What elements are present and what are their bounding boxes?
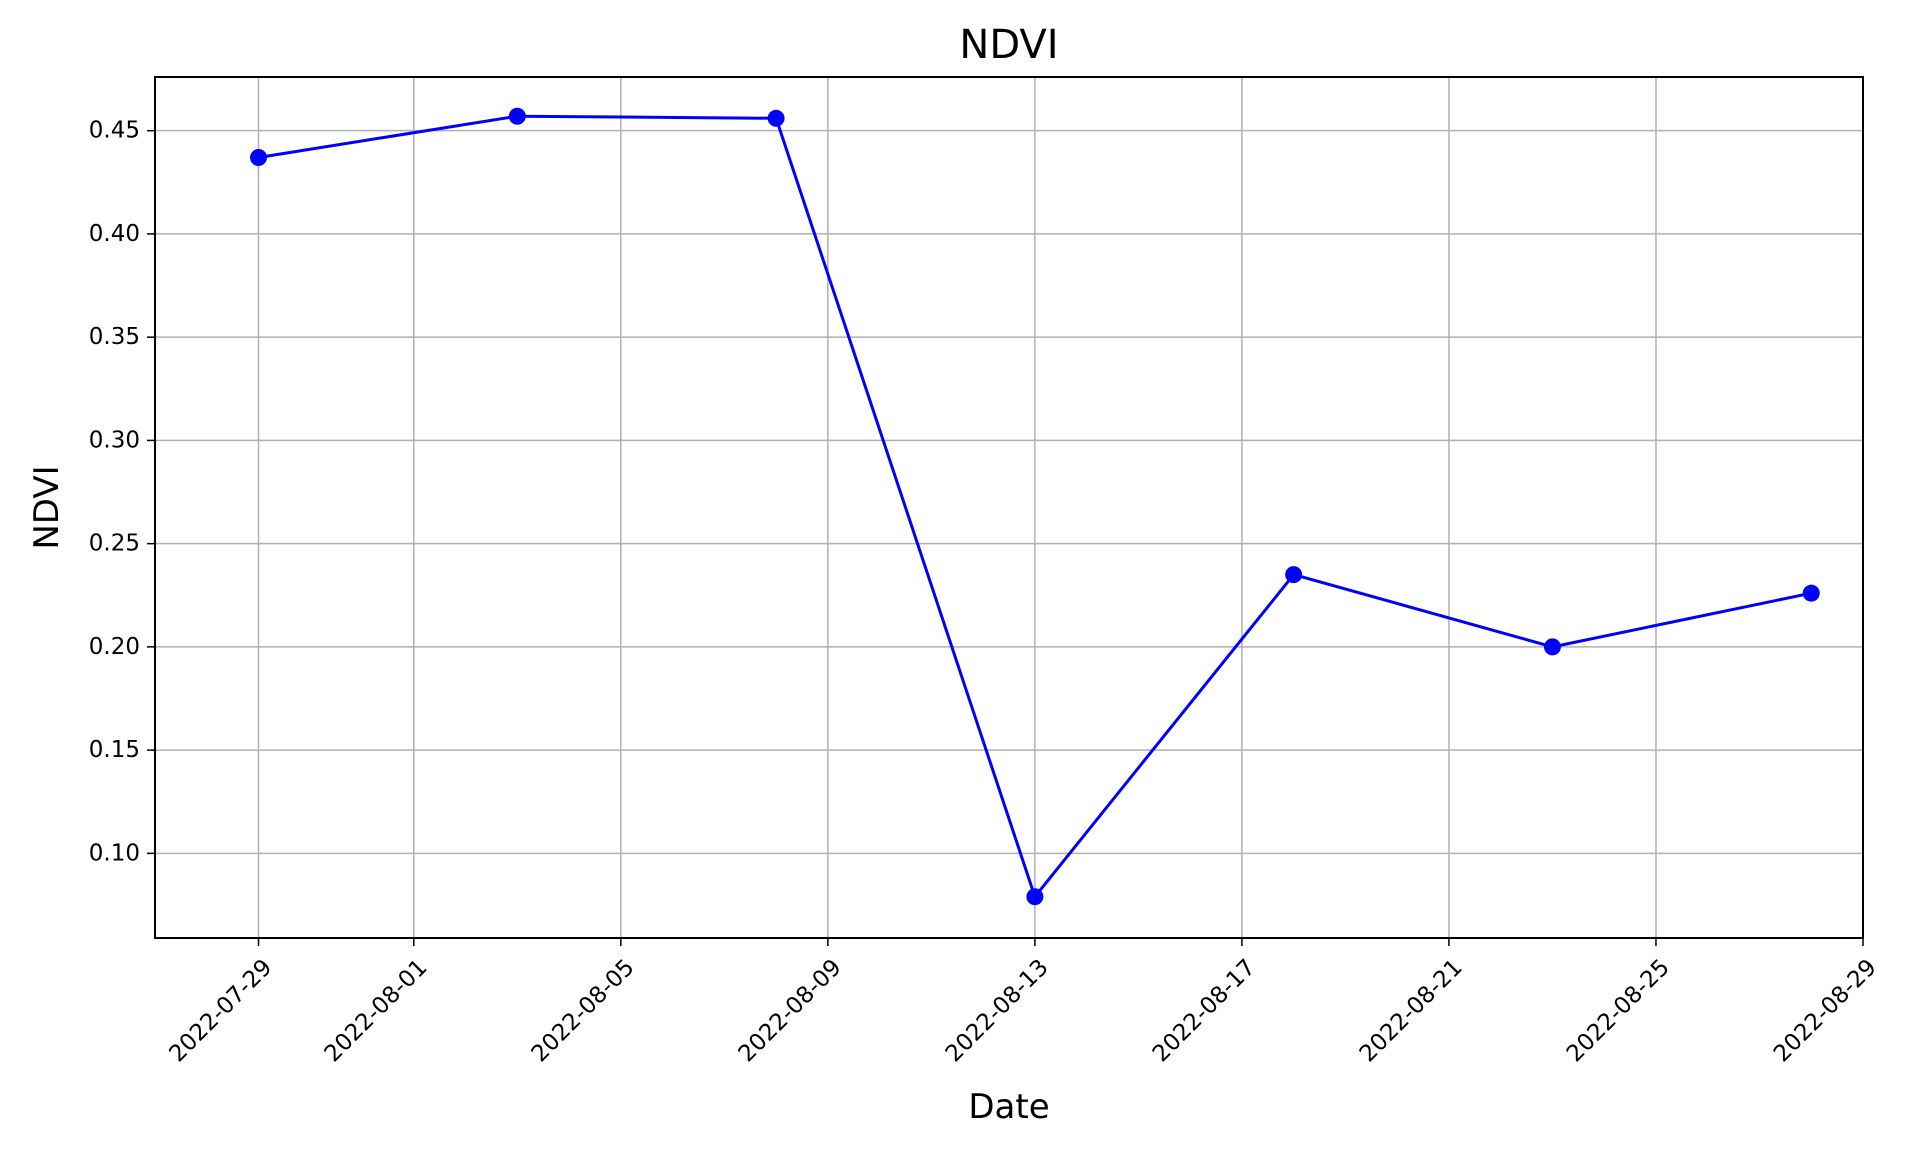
x-tick-label: 2022-08-29 (1769, 954, 1882, 1067)
data-point (508, 107, 526, 125)
x-tick-label: 2022-08-25 (1562, 954, 1675, 1067)
plot-frame (154, 76, 1864, 939)
axis-ticks: 2022-07-29 2022-08-01 2022-08-05 2022-08-09… (89, 118, 1882, 1068)
series-layer (250, 107, 1820, 906)
y-tick-label: 0.35 (89, 324, 140, 350)
x-axis-label: Date (968, 1087, 1049, 1127)
data-point (767, 109, 785, 127)
y-tick-label: 0.40 (89, 221, 140, 247)
y-tick-label: 0.25 (89, 531, 140, 557)
y-tick-label: 0.45 (89, 118, 140, 144)
data-point (1543, 638, 1561, 656)
grid-lines (155, 77, 1864, 938)
x-tick-label: 2022-08-13 (941, 954, 1054, 1067)
x-tick-label: 2022-08-17 (1148, 954, 1261, 1067)
y-tick-label: 0.30 (89, 427, 140, 453)
y-tick-label: 0.20 (89, 634, 140, 660)
y-tick-label: 0.10 (89, 840, 140, 866)
chart-title: NDVI (959, 22, 1058, 68)
data-point (250, 149, 268, 167)
y-tick-label: 0.15 (89, 737, 140, 763)
x-tick-label: 2022-08-01 (320, 954, 433, 1067)
x-tick-label: 2022-08-21 (1355, 954, 1468, 1067)
data-point (1026, 888, 1044, 906)
x-tick-label: 2022-07-29 (164, 954, 277, 1067)
y-axis-label: NDVI (27, 465, 67, 549)
data-point (1285, 566, 1303, 584)
x-tick-label: 2022-08-09 (734, 954, 847, 1067)
data-point (1802, 584, 1820, 602)
x-tick-label: 2022-08-05 (527, 954, 640, 1067)
